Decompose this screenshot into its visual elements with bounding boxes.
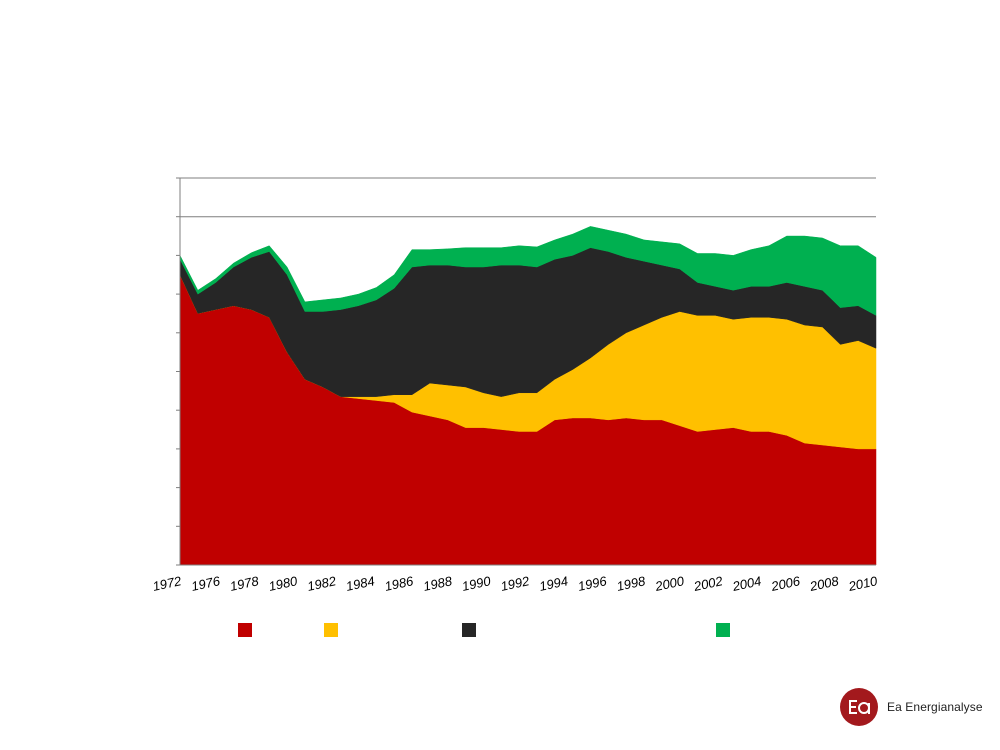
x-tick-label: 1996 (577, 573, 609, 594)
x-tick-label: 1982 (306, 573, 338, 594)
x-tick-label: 1994 (538, 573, 569, 594)
x-tick-labels: 1972 1976 1978 1980 1982 1984 1986 1988 1990 1992… (151, 573, 879, 594)
gridlines (180, 177, 876, 218)
x-tick-label: 1986 (383, 573, 415, 594)
ea-logo-icon (840, 688, 878, 726)
area-series-4 (179, 226, 877, 316)
area-series (179, 226, 877, 566)
x-tick-label: 1998 (615, 573, 647, 594)
x-tick-label: 2008 (808, 573, 841, 594)
x-tick-label: 1992 (499, 573, 531, 594)
x-tick-label: 2000 (653, 573, 686, 594)
x-tick-label: 1980 (267, 573, 299, 594)
x-tick-label: 2002 (692, 573, 725, 594)
x-tick-label: 1988 (422, 573, 454, 594)
x-tick-label: 2010 (846, 573, 879, 594)
x-tick-label: 2004 (730, 573, 762, 594)
brand-logo: Ea Energianalyse (840, 688, 983, 726)
brand-name: Ea Energianalyse (887, 700, 983, 714)
x-tick-label: 1978 (229, 573, 261, 594)
x-tick-label: 1990 (461, 573, 493, 594)
axes (176, 177, 876, 566)
x-tick-label: 1972 (151, 573, 183, 594)
x-tick-label: 1976 (190, 573, 222, 594)
x-tick-label: 2006 (769, 573, 802, 594)
x-tick-label: 1984 (345, 573, 376, 594)
